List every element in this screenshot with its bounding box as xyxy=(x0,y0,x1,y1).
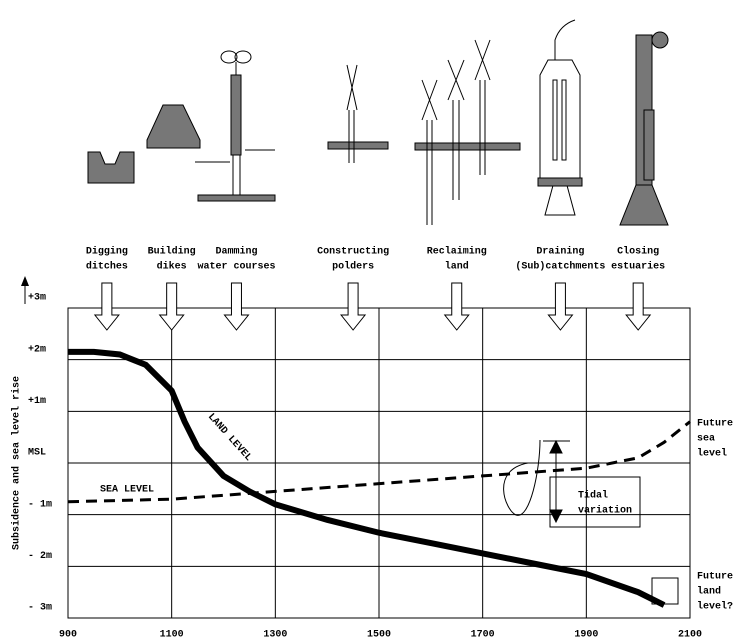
x-tick-label: 1300 xyxy=(263,630,287,641)
polder-icon xyxy=(327,64,389,163)
activity-label: Building xyxy=(148,246,196,258)
activity-arrow xyxy=(158,282,185,331)
y-tick-label: - 1m xyxy=(28,499,52,510)
annotation: sea xyxy=(697,434,715,445)
series-label: SEA LEVEL xyxy=(100,485,154,496)
annotation: land xyxy=(697,586,721,598)
activity-arrow xyxy=(93,282,120,331)
activity-arrow xyxy=(340,282,367,331)
activity-label: Draining xyxy=(536,246,584,258)
activity-arrow xyxy=(223,282,250,331)
y-tick-label: +2m xyxy=(28,344,46,355)
icons xyxy=(87,19,669,226)
activity-label: Reclaiming xyxy=(427,246,487,258)
annotation: Future xyxy=(697,572,733,583)
estuary-icon xyxy=(619,31,669,226)
series-line xyxy=(67,420,691,504)
activity-label: estuaries xyxy=(611,261,665,273)
activity-arrow xyxy=(547,282,574,331)
activity-label: polders xyxy=(332,261,374,273)
activity-label: ditches xyxy=(86,261,128,273)
activity-label: land xyxy=(445,261,469,273)
annotation: variation xyxy=(578,505,632,517)
dike-icon xyxy=(146,104,201,149)
y-axis-arrowhead xyxy=(21,276,29,286)
y-tick-label: MSL xyxy=(28,448,46,459)
annotation: level? xyxy=(697,601,733,613)
y-tick-label: - 2m xyxy=(28,551,52,562)
activity-label: Closing xyxy=(617,246,659,258)
series-label: LAND LEVEL xyxy=(205,412,253,464)
activity-label: Constructing xyxy=(317,246,389,258)
tidal-inset xyxy=(503,439,679,605)
annotation: Tidal xyxy=(578,490,608,502)
annotation: level xyxy=(697,448,727,460)
x-tick-label: 1500 xyxy=(367,630,391,641)
x-tick-label: 1900 xyxy=(574,630,598,641)
x-tick-label: 1100 xyxy=(160,630,184,641)
y-tick-label: +1m xyxy=(28,396,46,407)
activity-label: Damming xyxy=(215,246,257,258)
ditch-icon xyxy=(87,151,135,184)
annotation: Future xyxy=(697,419,733,430)
dam-icon xyxy=(195,50,276,202)
y-tick-label: - 3m xyxy=(28,603,52,614)
drain-icon xyxy=(537,19,583,216)
activity-label: Digging xyxy=(86,246,128,258)
activity-arrow xyxy=(625,282,652,331)
activity-label: dikes xyxy=(157,261,187,273)
activity-label: (Sub)catchments xyxy=(515,261,605,273)
series-line xyxy=(68,348,666,608)
activity-arrow xyxy=(443,282,470,331)
reclaim-icon xyxy=(414,39,521,225)
y-axis-label: Subsidence and sea level rise xyxy=(11,376,23,550)
activity-label: water courses xyxy=(197,262,275,273)
x-tick-label: 2100 xyxy=(678,630,702,641)
y-tick-label: +3m xyxy=(28,293,46,304)
x-tick-label: 900 xyxy=(59,630,77,641)
x-tick-label: 1700 xyxy=(471,630,495,641)
